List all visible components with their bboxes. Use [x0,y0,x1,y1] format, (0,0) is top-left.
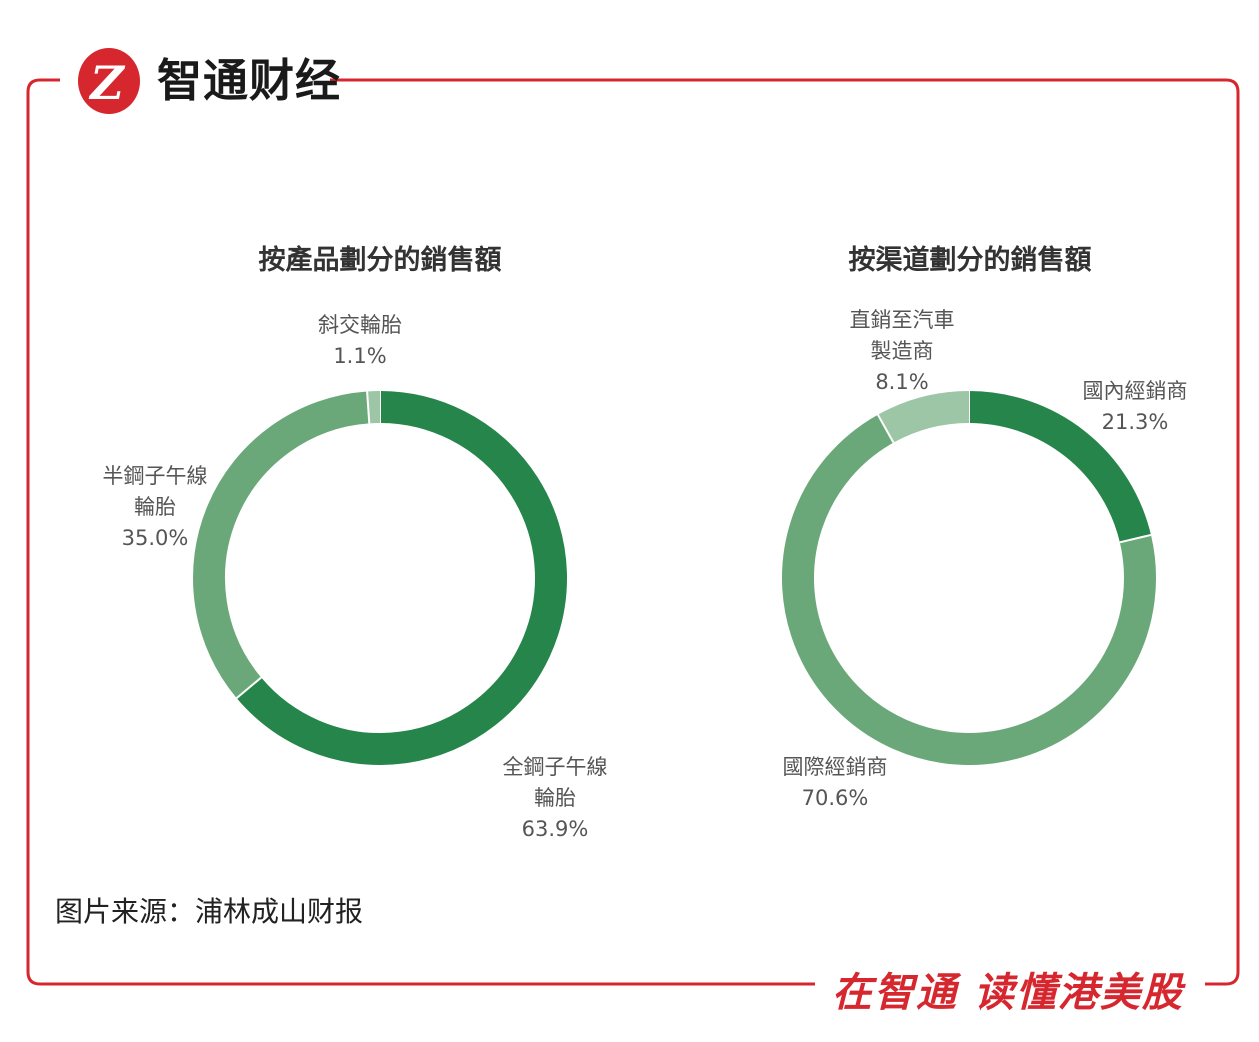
slice-label-direct-oem: 直銷至汽車 製造商 8.1% [832,305,972,398]
slice-value: 1.1% [333,344,387,368]
slice-separator [366,391,371,424]
slice-value: 21.3% [1101,410,1169,434]
slice-name: 國內經銷商 [1082,379,1188,403]
brand-name: 智通财经 [157,54,342,107]
slice-separator [1119,533,1152,544]
image-source: 图片来源：浦林成山财报 [55,895,364,928]
slice-label-international: 國際經銷商 70.6% [770,752,900,814]
donut-slice [877,391,970,443]
slice-label-domestic: 國內經銷商 21.3% [1070,376,1200,438]
slice-name: 半鋼子午線 [102,464,208,488]
slice-name-line2: 製造商 [870,339,934,363]
donut-slice [782,414,1156,765]
slice-name: 斜交輪胎 [318,313,402,337]
slice-label-semi-steel: 半鋼子午線 輪胎 35.0% [85,461,225,554]
chart-title-channel: 按渠道劃分的銷售額 [848,245,1092,276]
slice-separator [236,676,262,699]
slogan: 在智通 读懂港美股 [832,970,1184,1016]
slice-name: 直銷至汽車 [849,308,955,332]
slice-value: 63.9% [521,817,589,841]
slice-name: 國際經銷商 [782,755,888,779]
slice-value: 35.0% [121,526,189,550]
slice-name: 全鋼子午線 [502,755,608,779]
slice-label-bias-tire: 斜交輪胎 1.1% [300,310,420,372]
donut-slice [193,391,370,699]
slice-name-line2: 輪胎 [134,495,176,519]
svg-text:Z: Z [88,56,125,110]
slice-value: 8.1% [875,370,929,394]
slice-label-all-steel: 全鋼子午線 輪胎 63.9% [485,752,625,845]
slice-value: 70.6% [801,786,869,810]
slice-separator [877,414,895,444]
donut-slice [236,391,567,765]
zhitong-logo-icon: Z [78,48,140,114]
chart-title-product: 按產品劃分的銷售額 [258,245,502,276]
slice-name-line2: 輪胎 [534,786,576,810]
donut-slice [968,391,1151,543]
